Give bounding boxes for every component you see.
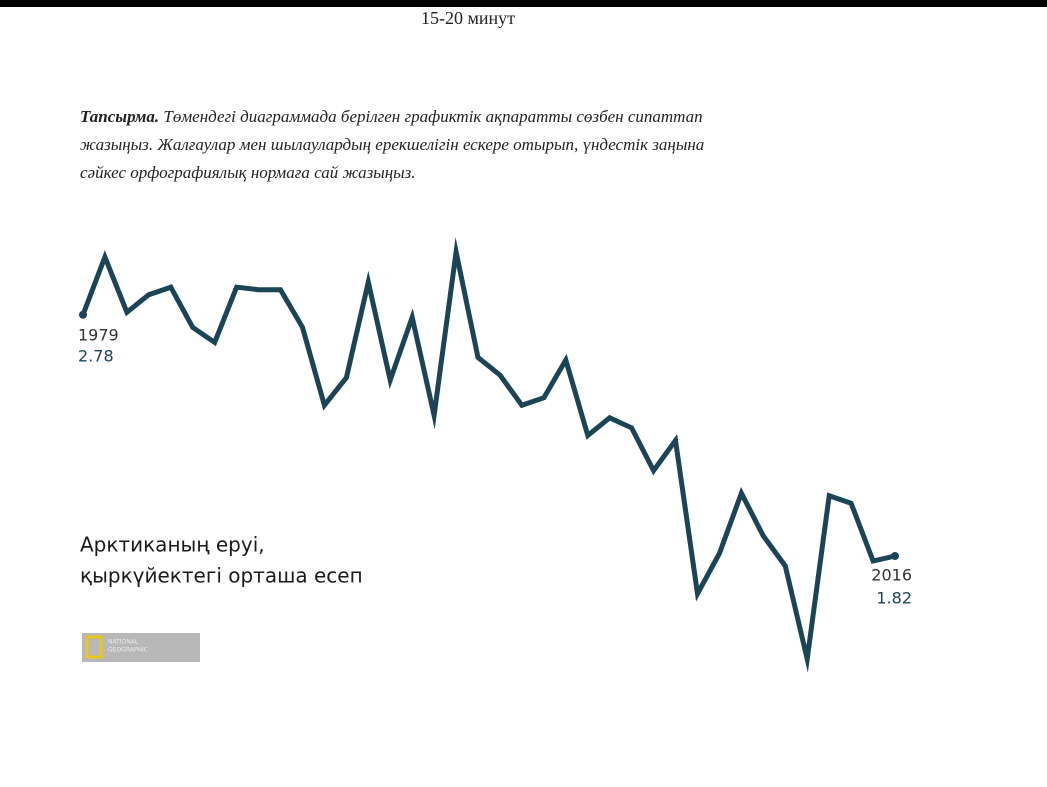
- logo-frame: [85, 635, 103, 659]
- task-label: Тапсырма.: [80, 107, 159, 126]
- start-value: 2.78: [78, 347, 114, 366]
- plot: [79, 237, 899, 673]
- top-bar: [0, 0, 1047, 7]
- task-line: Тапсырма. Төмендегі диаграммада берілген…: [80, 107, 703, 126]
- start-year: 1979: [78, 326, 119, 345]
- end-value: 1.82: [876, 589, 912, 608]
- task-text: сәйкес орфографиялық нормаға сай жазыңыз…: [80, 163, 416, 182]
- duration: 15-20 минут: [421, 8, 515, 28]
- end-year: 2016: [871, 566, 912, 585]
- task-text: жазыңыз. Жалғаулар мен шылаулардың ерекш…: [80, 135, 704, 154]
- chart-title: Арктиканың еруі,: [80, 533, 265, 557]
- end-dot: [79, 310, 87, 319]
- logo: NATIONAL GEOGRAPHIC: [82, 633, 200, 662]
- task-text: Төмендегі диаграммада берілген графиктік…: [163, 107, 702, 126]
- end-dot: [891, 551, 899, 560]
- logo-text: NATIONAL: [108, 639, 139, 646]
- logo-text: GEOGRAPHIC: [108, 647, 148, 654]
- data-line: [80, 237, 896, 673]
- chart-title: қыркүйектегі орташа есеп: [80, 564, 363, 588]
